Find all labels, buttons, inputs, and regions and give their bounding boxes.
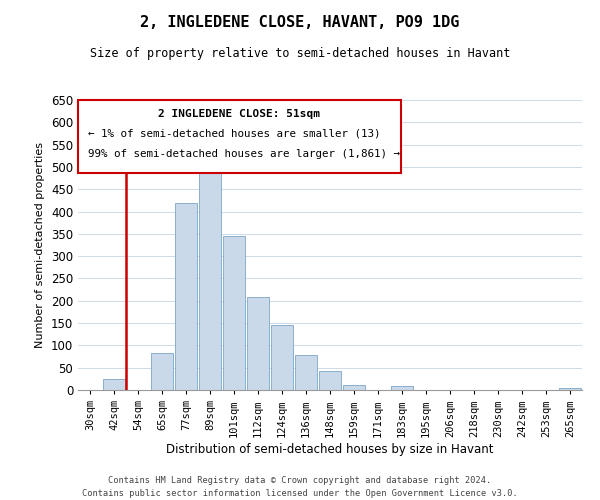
FancyBboxPatch shape (78, 100, 401, 172)
Bar (199, 162, 221, 390)
Bar (271, 326, 293, 390)
Bar (319, 372, 341, 390)
Text: 2, INGLEDENE CLOSE, HAVANT, PO9 1DG: 2, INGLEDENE CLOSE, HAVANT, PO9 1DG (140, 15, 460, 30)
Bar (247, 297, 269, 390)
Bar (103, 379, 125, 390)
Bar (343, 384, 365, 390)
Text: ← 1% of semi-detached houses are smaller (13): ← 1% of semi-detached houses are smaller… (88, 129, 380, 139)
Text: Contains HM Land Registry data © Crown copyright and database right 2024.
Contai: Contains HM Land Registry data © Crown c… (82, 476, 518, 498)
Bar (175, 202, 197, 390)
Bar (223, 236, 245, 390)
Text: 2 INGLEDENE CLOSE: 51sqm: 2 INGLEDENE CLOSE: 51sqm (158, 108, 320, 118)
Bar (151, 353, 173, 390)
Bar (295, 355, 317, 390)
X-axis label: Distribution of semi-detached houses by size in Havant: Distribution of semi-detached houses by … (166, 444, 494, 456)
Text: Size of property relative to semi-detached houses in Havant: Size of property relative to semi-detach… (90, 48, 510, 60)
Bar (391, 386, 413, 390)
Text: 99% of semi-detached houses are larger (1,861) →: 99% of semi-detached houses are larger (… (88, 150, 400, 160)
Bar (559, 388, 581, 390)
Y-axis label: Number of semi-detached properties: Number of semi-detached properties (35, 142, 46, 348)
